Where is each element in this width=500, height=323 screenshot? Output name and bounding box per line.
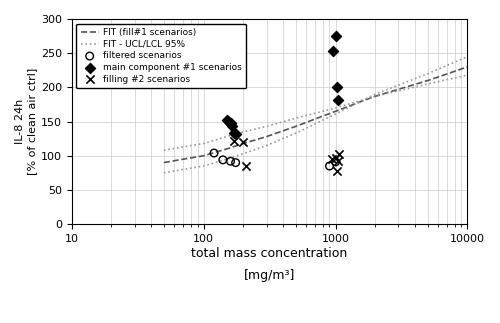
FIT - UCL/LCL 95% <box>224 157 230 161</box>
main component #1 scenarios <box>332 34 340 39</box>
filling #2 scenarios <box>332 156 340 161</box>
filtered scenarios <box>232 160 239 165</box>
filtered scenarios <box>219 157 227 162</box>
FIT - UCL/LCL 95% <box>200 164 206 168</box>
filtered scenarios <box>326 163 334 169</box>
FIT (fill#1 scenarios) <box>200 154 206 158</box>
filling #2 scenarios <box>230 138 238 143</box>
filtered scenarios <box>332 159 340 164</box>
filtered scenarios <box>210 151 218 156</box>
main component #1 scenarios <box>334 97 342 102</box>
FIT (fill#1 scenarios) <box>240 141 246 145</box>
FIT - UCL/LCL 95% <box>464 55 470 58</box>
FIT (fill#1 scenarios) <box>356 100 362 104</box>
FIT - UCL/LCL 95% <box>180 168 186 172</box>
Y-axis label: IL-8 24h
[% of clean air ctrl]: IL-8 24h [% of clean air ctrl] <box>15 68 36 175</box>
X-axis label: total mass concentration: total mass concentration <box>192 247 348 260</box>
FIT (fill#1 scenarios) <box>161 161 167 164</box>
filling #2 scenarios <box>242 163 250 169</box>
FIT - UCL/LCL 95% <box>264 143 270 147</box>
FIT (fill#1 scenarios) <box>224 147 230 151</box>
Line: FIT (fill#1 scenarios): FIT (fill#1 scenarios) <box>164 67 468 162</box>
FIT - UCL/LCL 95% <box>332 112 338 116</box>
filling #2 scenarios <box>332 168 340 173</box>
main component #1 scenarios <box>223 118 231 123</box>
FIT - UCL/LCL 95% <box>356 100 362 104</box>
main component #1 scenarios <box>224 119 232 124</box>
FIT (fill#1 scenarios) <box>425 78 431 82</box>
FIT - UCL/LCL 95% <box>372 92 378 96</box>
Text: [mg/m³]: [mg/m³] <box>244 269 295 282</box>
FIT - UCL/LCL 95% <box>425 72 431 76</box>
FIT - UCL/LCL 95% <box>320 118 326 122</box>
FIT - UCL/LCL 95% <box>240 152 246 156</box>
FIT (fill#1 scenarios) <box>464 65 470 69</box>
FIT (fill#1 scenarios) <box>180 157 186 161</box>
FIT (fill#1 scenarios) <box>372 94 378 98</box>
filling #2 scenarios <box>334 159 342 164</box>
FIT (fill#1 scenarios) <box>320 114 326 118</box>
FIT - UCL/LCL 95% <box>161 171 167 175</box>
FIT (fill#1 scenarios) <box>264 135 270 139</box>
main component #1 scenarios <box>332 85 340 90</box>
FIT - UCL/LCL 95% <box>293 131 299 135</box>
FIT (fill#1 scenarios) <box>332 109 338 113</box>
FIT (fill#1 scenarios) <box>293 124 299 128</box>
Legend: FIT (fill#1 scenarios), FIT - UCL/LCL 95%, filtered scenarios, main component #1: FIT (fill#1 scenarios), FIT - UCL/LCL 95… <box>76 24 246 89</box>
filling #2 scenarios <box>335 151 343 156</box>
Line: FIT - UCL/LCL 95%: FIT - UCL/LCL 95% <box>164 57 468 173</box>
filling #2 scenarios <box>240 140 248 145</box>
main component #1 scenarios <box>228 124 236 129</box>
filling #2 scenarios <box>328 157 336 162</box>
main component #1 scenarios <box>226 120 234 126</box>
main component #1 scenarios <box>328 48 336 54</box>
main component #1 scenarios <box>230 130 238 135</box>
main component #1 scenarios <box>232 131 239 136</box>
filtered scenarios <box>226 159 234 164</box>
